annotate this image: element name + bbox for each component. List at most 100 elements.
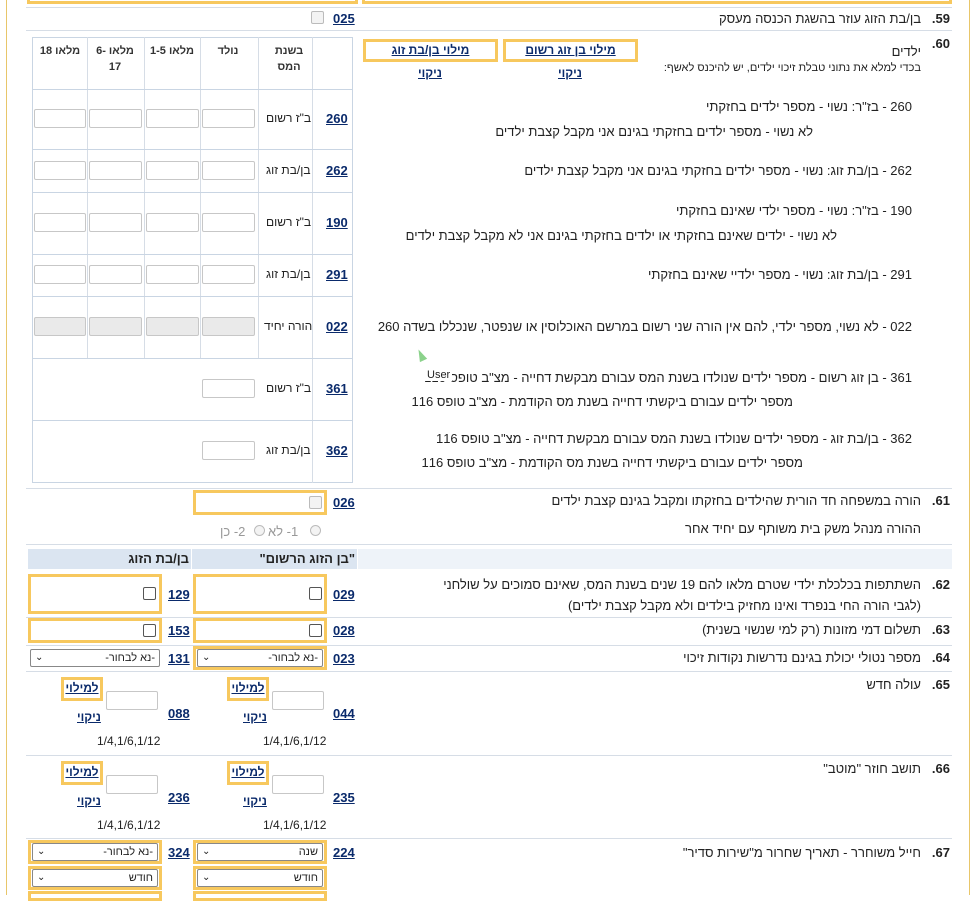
field-code-129[interactable]: 129 [168,587,190,602]
checkbox-129[interactable] [143,587,156,600]
select-023[interactable]: -נא לבחור- ⌄ [197,649,323,667]
grid-line [144,37,145,359]
field-code-362[interactable]: 362 [326,443,348,458]
input-291-1-5[interactable] [146,265,199,284]
input-361-born[interactable] [202,379,255,398]
select-131[interactable]: -נא לבחור- ⌄ [30,649,160,667]
select-224-month[interactable]: חודש ⌄ [197,869,323,887]
chevron-down-icon: ⌄ [202,652,211,663]
wizard-registered-button[interactable]: מילוי בן זוג רשום [503,39,638,62]
field-code-029[interactable]: 029 [333,587,355,602]
select-324-year[interactable]: -נא לבחור- ⌄ [32,843,158,861]
clear-link-236[interactable]: ניקוי [77,794,101,808]
field-code-131[interactable]: 131 [168,651,190,666]
row-owner: ב"ז רשום [266,215,312,229]
input-088[interactable] [106,691,158,710]
clear-link-088[interactable]: ניקוי [77,710,101,724]
row-number: 60. [931,36,950,51]
field-code-260[interactable]: 260 [326,111,348,126]
checkbox-028[interactable] [309,624,322,637]
wizard-spouse-button[interactable]: מילוי בן/בת זוג [363,39,498,62]
input-291-18[interactable] [34,265,86,284]
select-224-year[interactable]: שנה ⌄ [197,843,323,861]
field-code-190[interactable]: 190 [326,215,348,230]
radio-yes[interactable] [254,525,265,536]
fill-button-235[interactable]: למילוי [227,761,269,785]
field-code-028[interactable]: 028 [333,623,355,638]
input-291-6-17[interactable] [89,265,142,284]
clear-link-235[interactable]: ניקוי [243,794,267,808]
field-code-291[interactable]: 291 [326,267,348,282]
checkbox-025[interactable] [311,11,324,24]
row-owner: בן/בת זוג [266,163,311,177]
desc-260-line2: לא נשוי - מספר ילדים בחזקתי בגינם אני מק… [495,124,813,139]
clear-spouse-link[interactable]: ניקוי [418,66,442,80]
field-code-324[interactable]: 324 [168,845,190,860]
fill-button-236[interactable]: למילוי [61,761,103,785]
radio-no[interactable] [310,525,321,536]
field-code-022[interactable]: 022 [326,319,348,334]
input-236[interactable] [106,775,158,794]
grid-line [32,192,353,193]
clear-link-044[interactable]: ניקוי [243,710,267,724]
field-code-088[interactable]: 088 [168,706,190,721]
children-grid [32,37,353,483]
field-code-025[interactable]: 025 [333,11,355,26]
fill-button-088[interactable]: למילוי [61,677,103,701]
grid-line [32,358,353,359]
fill-button-044[interactable]: למילוי [227,677,269,701]
input-044[interactable] [272,691,324,710]
col-header-6-17: מלאו 6-17 [96,45,134,73]
field-code-026[interactable]: 026 [333,495,355,510]
input-190-6-17[interactable] [89,213,142,232]
field-code-153[interactable]: 153 [168,623,190,638]
field-code-224[interactable]: 224 [333,845,355,860]
row-label: תשלום דמי מזונות (רק למי שנשוי בשנית) [702,622,921,637]
row-number: 61. [931,493,950,508]
field-code-023[interactable]: 023 [333,651,355,666]
input-190-born[interactable] [202,213,255,232]
input-291-born[interactable] [202,265,255,284]
input-262-18[interactable] [34,161,86,180]
row-label: תושב חוזר "מוטב" [823,761,921,776]
input-362-born[interactable] [202,441,255,460]
select-324-month[interactable]: חודש ⌄ [32,869,158,887]
row-label: ילדים [891,44,921,59]
header-registered: "בן הזוג הרשום" [192,549,357,569]
field-code-262[interactable]: 262 [326,163,348,178]
input-262-6-17[interactable] [89,161,142,180]
select-value: חודש [128,872,153,884]
dates-088: 1/4,1/6,1/12 [97,734,161,748]
desc-361-line2: מספר ילדים עבורם ביקשתי דחייה בשנת מס הק… [411,394,793,409]
input-262-born[interactable] [202,161,255,180]
clear-registered-link[interactable]: ניקוי [558,66,582,80]
field-code-361[interactable]: 361 [326,381,348,396]
dates-235: 1/4,1/6,1/12 [263,818,327,832]
col-header-18: מלאו 18 [39,45,81,57]
input-190-18[interactable] [34,213,86,232]
checkbox-026[interactable] [309,496,322,509]
input-235[interactable] [272,775,324,794]
input-260-6-17[interactable] [89,109,142,128]
desc-190-line1: 190 - בז"ר: נשוי - מספר ילדי שאינם בחזקת… [676,203,912,218]
header-band [358,549,952,569]
chevron-down-icon: ⌄ [37,846,46,857]
input-190-1-5[interactable] [146,213,199,232]
input-260-18[interactable] [34,109,86,128]
desc-022-line1: 022 - לא נשוי, מספר ילדי, להם אין הורה ש… [377,319,912,334]
field-code-235[interactable]: 235 [333,790,355,805]
wizard-note: בכדי למלא את נתוני טבלת זיכוי ילדים, יש … [663,62,921,74]
col-header-born: נולד [217,45,239,57]
input-260-1-5[interactable] [146,109,199,128]
input-260-born[interactable] [202,109,255,128]
field-code-236[interactable]: 236 [168,790,190,805]
field-code-044[interactable]: 044 [333,706,355,721]
dates-236: 1/4,1/6,1/12 [97,818,161,832]
row-divider [26,617,952,618]
checkbox-153[interactable] [143,624,156,637]
row-divider [26,838,952,839]
checkbox-029[interactable] [309,587,322,600]
checkbox-frame-129 [28,574,162,614]
input-262-1-5[interactable] [146,161,199,180]
desc-262-line1: 262 - בן/בת זוג: נשוי - מספר ילדים בחזקת… [524,163,912,178]
